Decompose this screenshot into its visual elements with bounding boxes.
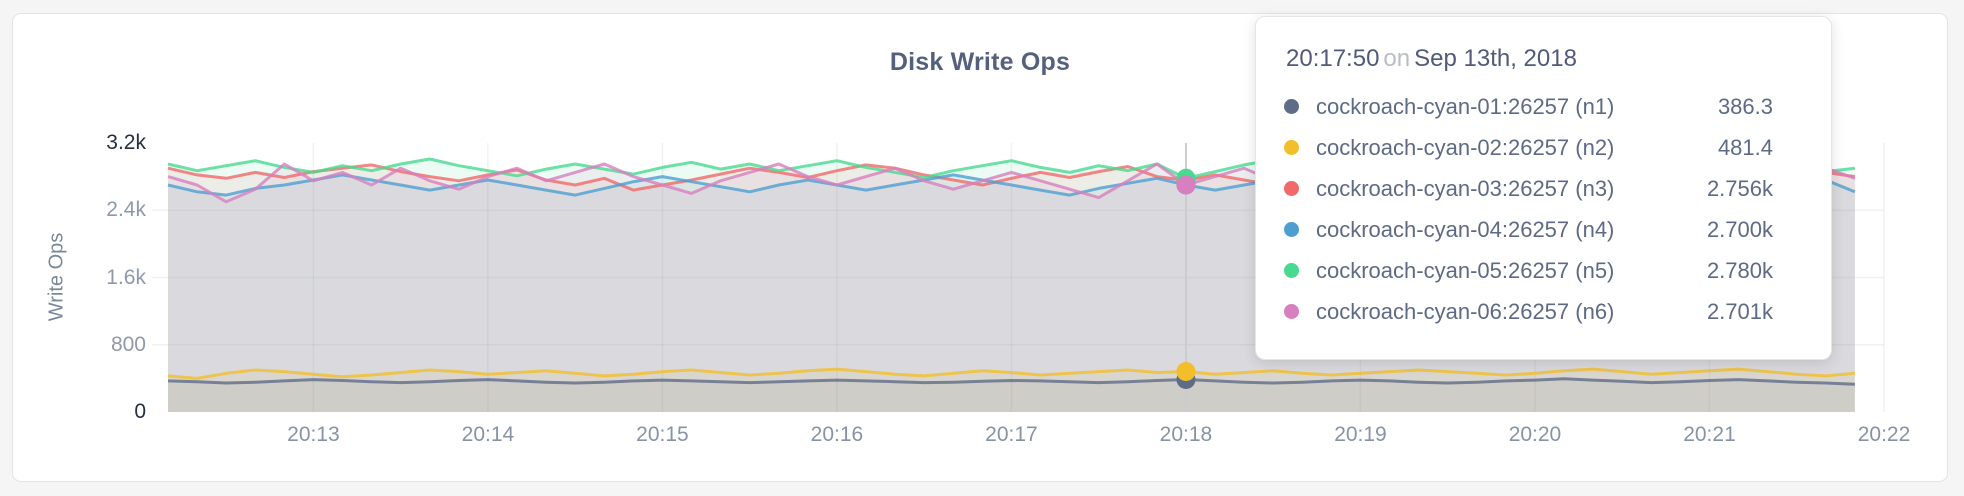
x-axis-tick: 20:19 bbox=[1334, 423, 1387, 446]
tooltip-row: cockroach-cyan-05:26257 (n5) 2.780k bbox=[1256, 250, 1831, 291]
series-name: cockroach-cyan-04:26257 (n4) bbox=[1316, 216, 1615, 242]
x-axis-tick: 20:20 bbox=[1508, 423, 1562, 446]
x-axis-tick: 20:13 bbox=[287, 423, 340, 446]
tooltip-time: 20:17:50 bbox=[1286, 45, 1380, 72]
series-name: cockroach-cyan-03:26257 (n3) bbox=[1316, 175, 1615, 201]
tooltip-legend: cockroach-cyan-01:26257 (n1) 386.3 cockroa… bbox=[1256, 86, 1831, 332]
tooltip-conjunction: on bbox=[1383, 45, 1411, 72]
series-color-dot-icon bbox=[1284, 181, 1299, 196]
y-axis-tick: 0 bbox=[134, 400, 146, 423]
series-value: 2.756k bbox=[1706, 175, 1773, 201]
series-value: 2.780k bbox=[1706, 257, 1773, 283]
x-axis-tick: 20:22 bbox=[1857, 423, 1911, 446]
tooltip-row: cockroach-cyan-01:26257 (n1) 386.3 bbox=[1256, 86, 1831, 127]
series-value: 2.700k bbox=[1706, 216, 1773, 242]
y-axis-tick: 800 bbox=[110, 332, 146, 356]
x-axis-tick: 20:18 bbox=[1159, 423, 1213, 446]
series-name: cockroach-cyan-02:26257 (n2) bbox=[1316, 134, 1615, 160]
series-value: 481.4 bbox=[1717, 134, 1773, 160]
x-axis-tick: 20:16 bbox=[810, 423, 864, 446]
series-value: 2.701k bbox=[1706, 298, 1773, 324]
tooltip-row: cockroach-cyan-02:26257 (n2) 481.4 bbox=[1256, 127, 1831, 168]
series-name: cockroach-cyan-01:26257 (n1) bbox=[1316, 93, 1615, 119]
x-axis-tick: 20:15 bbox=[636, 423, 689, 446]
tooltip-row: cockroach-cyan-06:26257 (n6) 2.701k bbox=[1256, 291, 1831, 332]
series-color-dot-icon bbox=[1284, 222, 1299, 237]
y-axis-tick: 3.2k bbox=[106, 131, 146, 154]
tooltip-date: Sep 13th, 2018 bbox=[1414, 45, 1577, 72]
tooltip-row: cockroach-cyan-04:26257 (n4) 2.700k bbox=[1256, 209, 1831, 250]
tooltip-header: 20:17:50 on Sep 13th, 2018 bbox=[1256, 17, 1831, 73]
tooltip-row: cockroach-cyan-03:26257 (n3) 2.756k bbox=[1256, 168, 1831, 209]
y-axis-tick: 1.6k bbox=[106, 265, 146, 289]
x-axis-tick: 20:17 bbox=[985, 423, 1038, 446]
chart-title: Disk Write Ops bbox=[889, 48, 1071, 76]
series-color-dot-icon bbox=[1284, 263, 1299, 278]
series-color-dot-icon bbox=[1284, 140, 1299, 155]
y-axis-tick: 2.4k bbox=[106, 198, 146, 222]
series-color-dot-icon bbox=[1284, 304, 1299, 319]
series-name: cockroach-cyan-06:26257 (n6) bbox=[1316, 298, 1615, 324]
x-axis-tick: 20:21 bbox=[1683, 423, 1736, 446]
series-color-dot-icon bbox=[1284, 99, 1299, 114]
x-axis-tick: 20:14 bbox=[461, 423, 515, 446]
hover-tooltip: 20:17:50 on Sep 13th, 2018 cockroach-cyan-… bbox=[1255, 16, 1832, 360]
series-value: 386.3 bbox=[1717, 93, 1773, 119]
series-name: cockroach-cyan-05:26257 (n5) bbox=[1316, 257, 1615, 283]
